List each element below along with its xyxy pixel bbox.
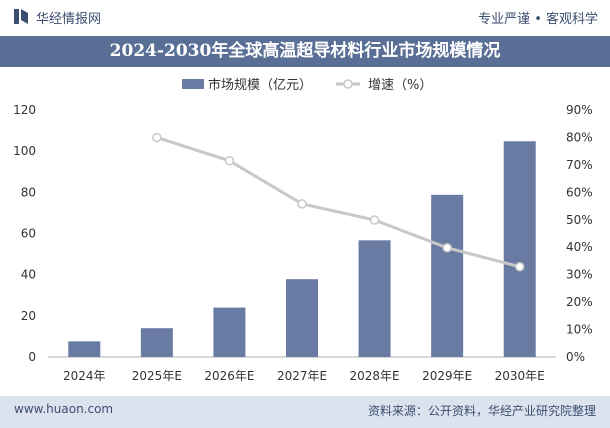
x-axis-labels: 2024年 2025年E 2026年E 2027年E 2028年E 2029年E 2030年… [63,369,545,383]
left-axis-tick-label: 80 [21,185,36,199]
left-axis-tick-label: 20 [21,309,36,323]
left-axis-tick-label: 60 [21,227,36,241]
legend-line-label: 增速（%） [368,78,432,93]
x-axis-tick-label: 2026年E [204,369,254,383]
x-axis-tick-label: 2030年E [495,369,545,383]
source-note: 资料来源：公开资料，华经产业研究院整理 [367,404,596,418]
growth-point [514,261,525,272]
logo-icon [14,9,28,24]
bar [213,307,246,357]
chart-title: 2024-2030年全球高温超导材料行业市场规模情况 [109,41,501,61]
bar [431,194,464,357]
growth-point [224,156,235,166]
right-axis-tick-label: 50% [566,213,593,227]
bar [140,328,173,357]
legend: 市场规模（亿元） 增速（%） [182,77,432,93]
right-axis-tick-label: 30% [566,268,593,282]
right-axis-tick-label: 70% [566,158,593,172]
growth-line [156,136,521,269]
right-axis: 0% 10% 20% 30% 40% 50% 60% 70% 80% 90% [566,103,593,364]
left-axis-tick-label: 40 [21,268,36,282]
growth-point [297,199,307,209]
right-axis-tick-label: 60% [566,185,593,199]
x-axis-tick-label: 2024年 [63,369,106,383]
bar [358,240,391,357]
x-axis-tick-label: 2025年E [132,369,182,383]
x-axis-tick-label: 2027年E [277,369,327,383]
bar-series [68,141,536,357]
line-series [152,132,525,272]
slogan: 专业严谨 • 客观科学 [478,12,598,27]
legend-line-marker [343,79,353,89]
growth-point [442,243,452,253]
left-axis: 0 20 40 60 80 100 120 [13,103,36,364]
bar [503,141,536,357]
title-bar: 2024-2030年全球高温超导材料行业市场规模情况 [0,36,610,67]
left-axis-tick-label: 100 [13,144,36,158]
right-axis-tick-label: 80% [566,130,593,144]
right-axis-tick-label: 0% [566,350,585,364]
x-axis-tick-label: 2028年E [350,369,400,383]
website-link[interactable]: www.huaon.com [14,402,114,416]
right-axis-tick-label: 90% [566,103,593,117]
chart: 0 20 40 60 80 100 120 0% 10% 20% 30% 40% 50% 60% 70% 8… [13,77,593,383]
right-axis-tick-label: 20% [566,295,593,309]
logo-text: 华经情报网 [36,12,102,27]
left-axis-tick-label: 0 [28,350,36,364]
footer: www.huaon.com 资料来源：公开资料，华经产业研究院整理 [0,396,610,428]
x-axis-tick-label: 2029年E [422,369,472,383]
top-bar: 华经情报网 专业严谨 • 客观科学 [0,0,610,34]
legend-bar-swatch [182,79,204,89]
right-axis-tick-label: 40% [566,240,593,254]
legend-bar-label: 市场规模（亿元） [208,77,312,93]
left-axis-tick-label: 120 [13,103,36,117]
right-axis-tick-label: 10% [566,323,593,337]
bar [286,279,318,357]
bar [68,341,101,357]
growth-point [369,215,380,225]
growth-point [152,132,162,143]
